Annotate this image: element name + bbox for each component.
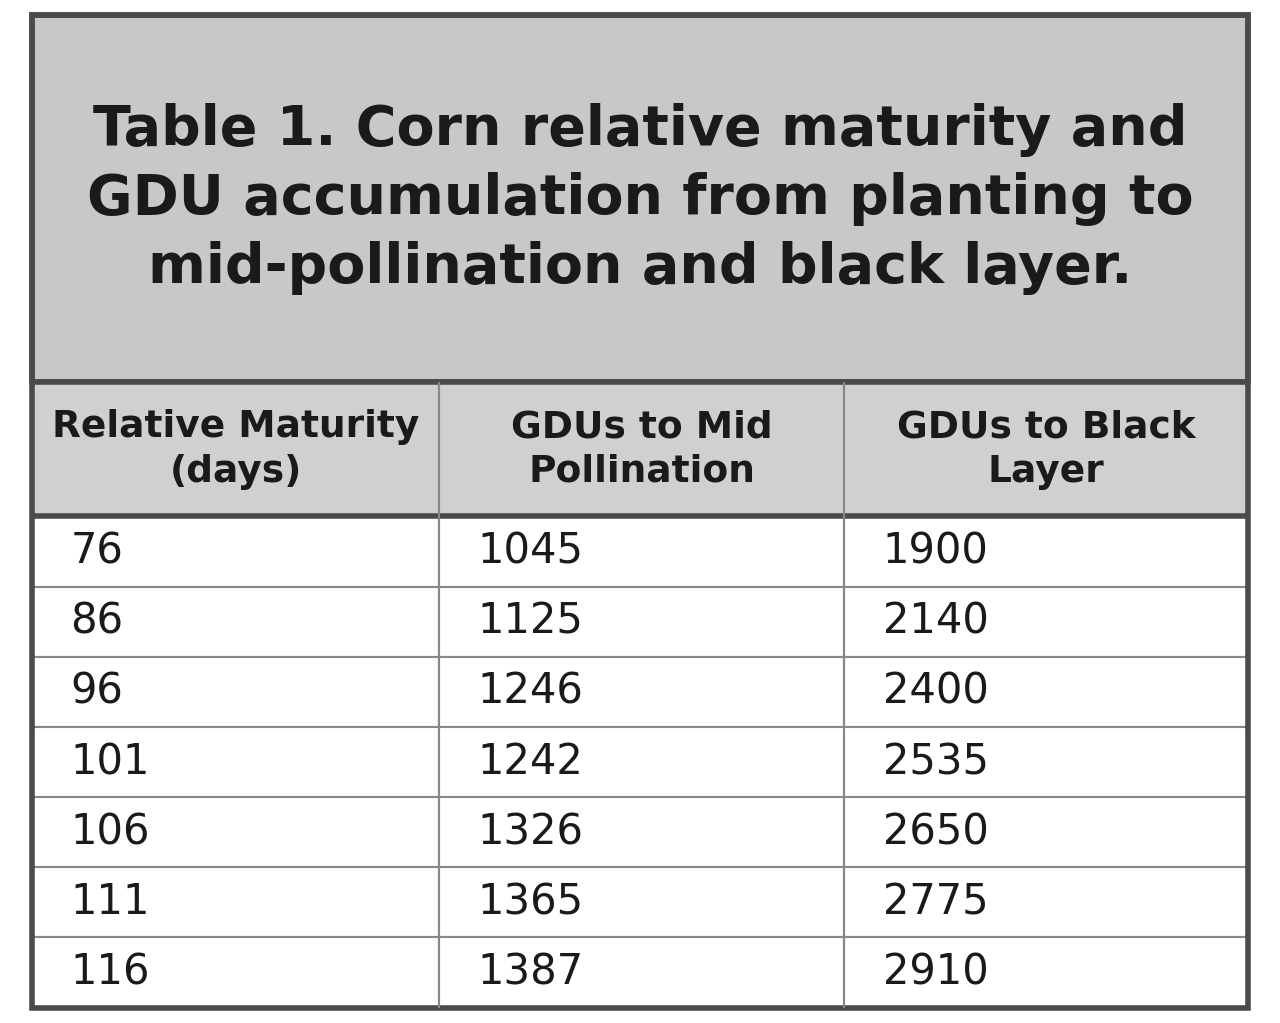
Bar [32, 383, 439, 517]
Text: 86: 86 [70, 601, 124, 642]
Bar [32, 517, 439, 586]
Bar [32, 727, 439, 797]
Bar [845, 797, 1248, 868]
Text: GDUs to Black
Layer: GDUs to Black Layer [897, 409, 1196, 490]
Text: 1365: 1365 [477, 882, 584, 924]
Text: 2650: 2650 [883, 811, 988, 853]
Text: 2775: 2775 [883, 882, 988, 924]
Bar [845, 383, 1248, 517]
Bar [439, 586, 845, 657]
Text: 1900: 1900 [883, 531, 988, 573]
Text: 1125: 1125 [477, 601, 584, 642]
Text: 106: 106 [70, 811, 150, 853]
Text: 2535: 2535 [883, 741, 988, 783]
Bar [32, 937, 439, 1008]
Bar [32, 586, 439, 657]
Text: 1326: 1326 [477, 811, 584, 853]
Bar [32, 15, 1248, 383]
Text: 2910: 2910 [883, 951, 988, 993]
Bar [845, 517, 1248, 586]
Text: 2140: 2140 [883, 601, 988, 642]
Bar [32, 868, 439, 937]
Bar [32, 657, 439, 727]
Text: Relative Maturity
(days): Relative Maturity (days) [52, 409, 420, 490]
Text: GDUs to Mid
Pollination: GDUs to Mid Pollination [511, 409, 773, 490]
Text: 1246: 1246 [477, 671, 584, 713]
Text: 76: 76 [70, 531, 123, 573]
Text: 1045: 1045 [477, 531, 584, 573]
Bar [439, 383, 845, 517]
Bar [439, 797, 845, 868]
Bar [439, 517, 845, 586]
Text: 96: 96 [70, 671, 123, 713]
Bar [439, 727, 845, 797]
Bar [845, 937, 1248, 1008]
Bar [845, 727, 1248, 797]
Bar [439, 657, 845, 727]
Text: 1242: 1242 [477, 741, 584, 783]
Text: 2400: 2400 [883, 671, 988, 713]
Text: 1387: 1387 [477, 951, 584, 993]
Text: 116: 116 [70, 951, 150, 993]
Bar [32, 797, 439, 868]
Bar [439, 868, 845, 937]
Bar [845, 586, 1248, 657]
Bar [439, 937, 845, 1008]
Bar [845, 868, 1248, 937]
Text: Table 1. Corn relative maturity and
GDU accumulation from planting to
mid-pollin: Table 1. Corn relative maturity and GDU … [87, 103, 1193, 295]
Text: 101: 101 [70, 741, 150, 783]
Text: 111: 111 [70, 882, 150, 924]
Bar [845, 657, 1248, 727]
